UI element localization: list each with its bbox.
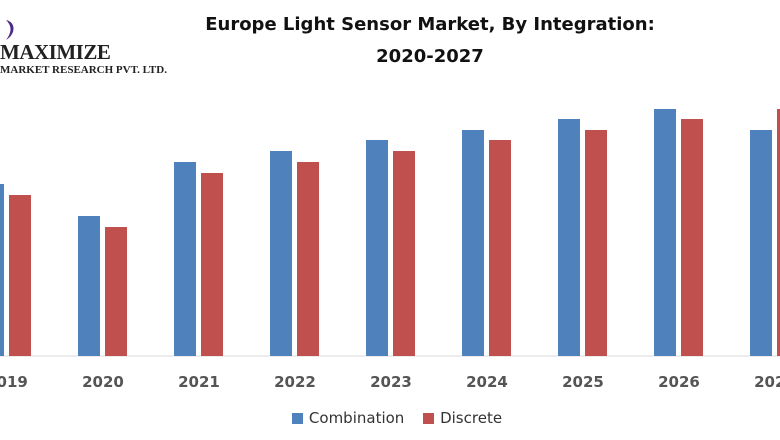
bar-combination-2020 (78, 216, 100, 356)
bar-discrete-2020 (105, 227, 127, 356)
x-tick-label: 2020 (82, 373, 124, 391)
logo-line1: MAXIMIZE (0, 40, 111, 64)
bar-combination-2021 (174, 162, 196, 356)
bar-discrete-2026 (681, 119, 703, 356)
legend-swatch-discrete (423, 413, 435, 424)
bar-combination-2025 (558, 119, 580, 356)
x-tick-label: 2025 (562, 373, 604, 391)
bar-combination-2026 (654, 109, 676, 356)
bar-combination-2024 (462, 130, 484, 356)
legend-label-discrete: Discrete (440, 409, 503, 427)
bar-discrete-2025 (585, 130, 607, 356)
bar-combination-2019 (0, 184, 4, 356)
x-tick-label: 2021 (178, 373, 220, 391)
x-tick-label: 2019 (0, 373, 28, 391)
x-tick-label: 2022 (274, 373, 316, 391)
x-tick-label: 2027 (754, 373, 780, 391)
chart-subtitle: 2020-2027 (376, 46, 484, 67)
bar-discrete-2022 (297, 162, 319, 356)
bar-discrete-2024 (489, 140, 511, 356)
bar-discrete-2023 (393, 151, 415, 356)
x-tick-label: 2026 (658, 373, 700, 391)
legend-swatch-combination (291, 413, 303, 424)
bar-combination-2027 (750, 130, 772, 356)
bar-combination-2023 (366, 140, 388, 356)
legend-label-combination: Combination (308, 409, 405, 427)
legend: Combination Discrete (0, 409, 780, 427)
bar-combination-2022 (270, 151, 292, 356)
x-tick-label: 2024 (466, 373, 508, 391)
x-tick-label: 2023 (370, 373, 412, 391)
bar-discrete-2021 (201, 173, 223, 356)
logo-line2: MARKET RESEARCH PVT. LTD. (0, 64, 167, 76)
chart-title: Europe Light Sensor Market, By Integrati… (205, 14, 655, 35)
logo-mark-icon (6, 20, 14, 40)
bar-discrete-2019 (9, 195, 31, 356)
bar-discrete-2027 (777, 109, 780, 356)
